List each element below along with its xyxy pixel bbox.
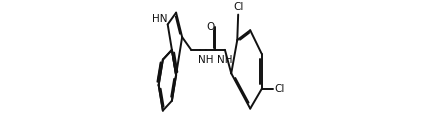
Text: Cl: Cl <box>233 2 244 12</box>
Text: HN: HN <box>152 14 167 24</box>
Text: Cl: Cl <box>274 84 285 94</box>
Text: O: O <box>206 22 214 32</box>
Text: NH: NH <box>217 55 232 65</box>
Text: NH: NH <box>198 55 213 65</box>
